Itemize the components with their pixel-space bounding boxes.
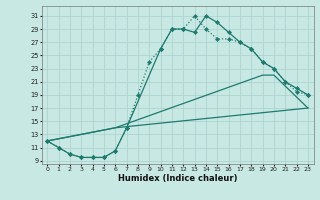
X-axis label: Humidex (Indice chaleur): Humidex (Indice chaleur) [118,174,237,183]
